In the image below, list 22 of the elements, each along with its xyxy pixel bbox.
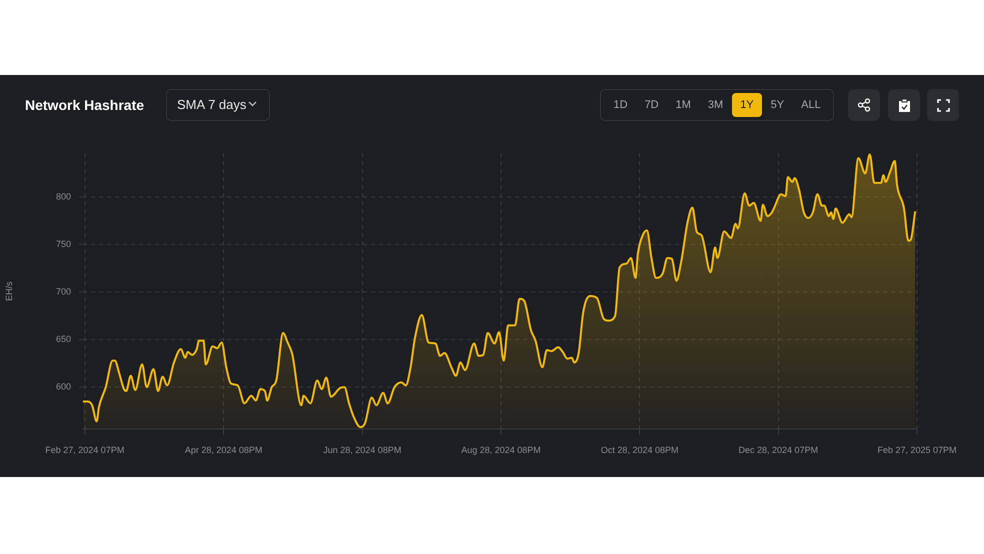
text: 1M (674, 98, 692, 113)
x-tick-label: Feb 27, 2024 07PM (45, 444, 124, 455)
x-tick-label: Apr 28, 2024 08PM (184, 444, 262, 455)
y-tick-label: 700 (56, 286, 71, 297)
x-tick-label: Feb 27, 2025 07PM (877, 444, 957, 455)
y-tick-label: 750 (56, 239, 71, 250)
x-tick-label: Aug 28, 2024 08PM (461, 444, 541, 455)
text: 1D (612, 98, 629, 113)
text: ALL (800, 98, 822, 113)
chart-subtitle: SMA 7 days (177, 97, 246, 112)
y-axis-title: EH/s (4, 280, 14, 301)
text: 5Y (770, 98, 786, 113)
text: 7D (644, 98, 660, 113)
y-tick-label: 650 (56, 334, 71, 344)
y-tick-label: 800 (56, 192, 71, 202)
y-tick-label: 600 (56, 382, 71, 392)
x-tick-label: Dec 28, 2024 07PM (738, 444, 818, 455)
text: 3M (706, 98, 724, 113)
x-tick-label: Jun 28, 2024 08PM (323, 444, 402, 455)
x-tick-label: Oct 28, 2024 08PM (600, 444, 678, 455)
text: 1Y (732, 93, 762, 117)
chart-title: Network Hashrate (25, 97, 144, 113)
